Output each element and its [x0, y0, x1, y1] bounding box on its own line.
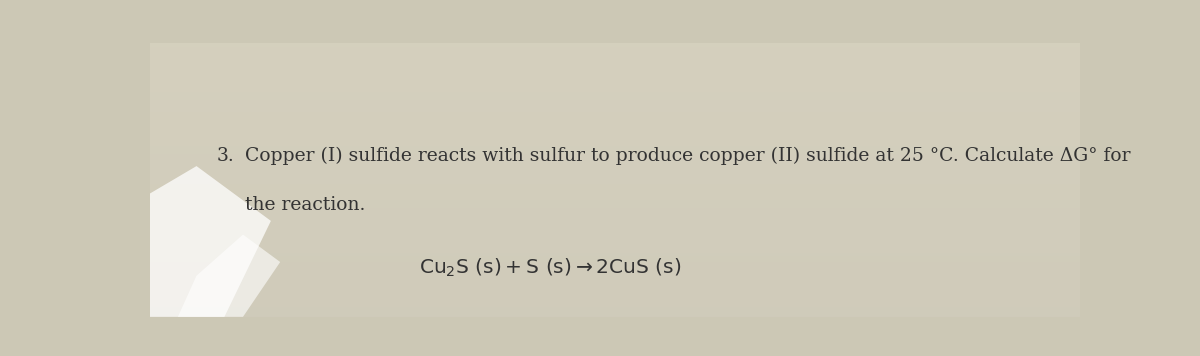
Text: the reaction.: the reaction.: [245, 196, 365, 214]
Text: Copper (I) sulfide reacts with sulfur to produce copper (II) sulfide at 25 °C. C: Copper (I) sulfide reacts with sulfur to…: [245, 147, 1130, 165]
Polygon shape: [178, 235, 281, 317]
Text: $\mathregular{Cu_2S\ (s) + S\ (s) \rightarrow 2CuS\ (s)}$: $\mathregular{Cu_2S\ (s) + S\ (s) \right…: [419, 257, 682, 279]
Text: 3.: 3.: [217, 147, 235, 165]
Polygon shape: [150, 166, 271, 317]
